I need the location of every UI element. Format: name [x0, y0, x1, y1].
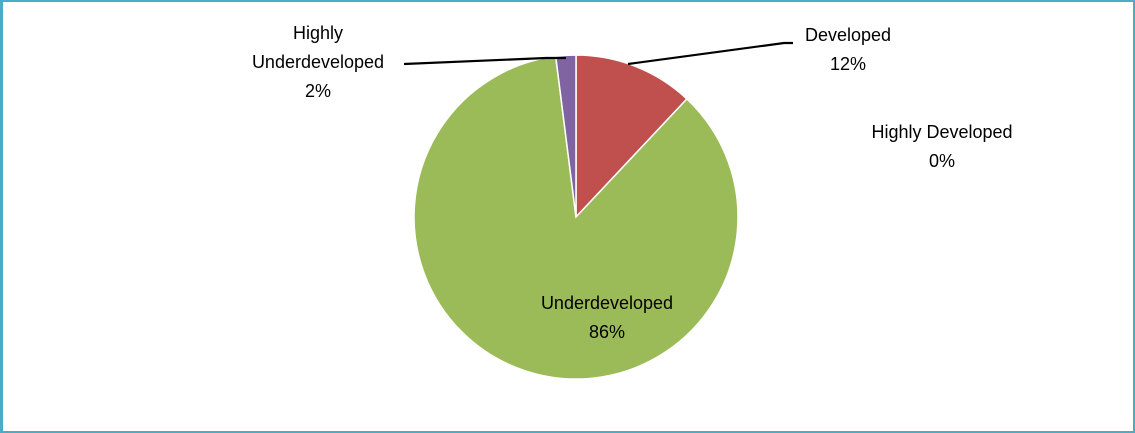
leader-line-developed — [627, 41, 793, 66]
label-developed-name: Developed — [805, 25, 891, 45]
pie-slices — [413, 54, 739, 380]
label-underdeveloped-name: Underdeveloped — [541, 293, 673, 313]
label-highly-underdeveloped-pct: 2% — [305, 81, 331, 101]
label-highly-underdeveloped-name-2: Underdeveloped — [252, 52, 384, 72]
slice-underdeveloped — [413, 55, 739, 380]
label-highly-underdeveloped-name-1: Highly — [293, 23, 343, 43]
leader-lines — [403, 41, 793, 66]
slice-developed — [575, 54, 688, 219]
label-highly-developed-name: Highly Developed — [871, 122, 1012, 142]
label-underdeveloped-pct: 86% — [589, 322, 625, 342]
label-highly-developed-pct: 0% — [929, 151, 955, 171]
slice-highly-underdeveloped — [554, 54, 577, 218]
leader-line-highly-underdeveloped — [403, 56, 566, 66]
label-developed-pct: 12% — [830, 54, 866, 74]
